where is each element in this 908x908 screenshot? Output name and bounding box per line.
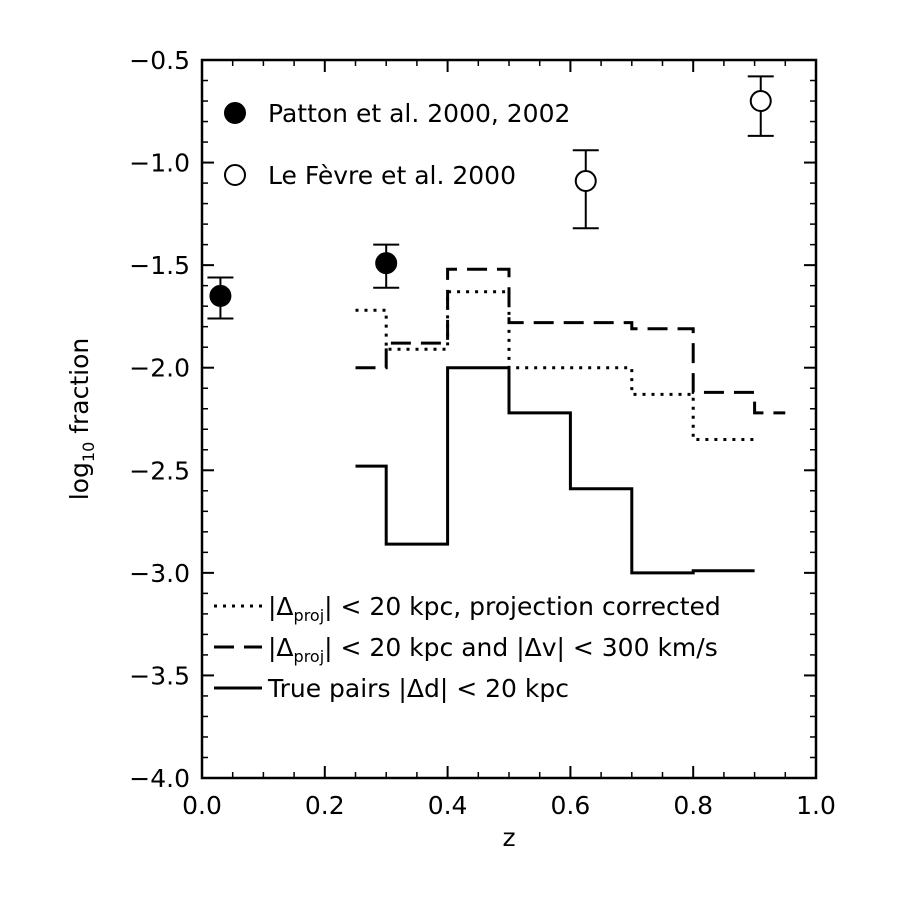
- data-point-filled: [375, 252, 398, 275]
- y-tick-label: −1.0: [129, 149, 190, 178]
- legend-label-dashed-post: | < 20 kpc and |Δv| < 300 km/s: [324, 633, 718, 662]
- x-tick-label: 0.4: [428, 791, 468, 820]
- series-dashed-line: [355, 267, 786, 415]
- legend-label-lefevre: Le Fèvre et al. 2000: [268, 161, 516, 190]
- x-tick-label: 1.0: [796, 791, 836, 820]
- legend-label-dotted-sub: proj: [294, 606, 325, 625]
- legend-points: Patton et al. 2000, 2002 Le Fèvre et al.…: [224, 99, 570, 190]
- x-axis-title: z: [502, 823, 515, 852]
- y-tick-label: −3.5: [129, 661, 190, 690]
- legend-marker-patton: [224, 102, 246, 124]
- y-axis-title-main: log: [65, 462, 94, 500]
- y-ticks: −0.5 −1.0 −1.5 −2.0 −2.5 −3.0 −3.5 −4.0: [129, 46, 816, 793]
- legend-label-solid: True pairs |Δd| < 20 kpc: [267, 674, 569, 703]
- legend-lines: |Δproj| < 20 kpc, projection corrected |…: [214, 592, 721, 703]
- x-tick-label: 0.0: [182, 791, 222, 820]
- legend-label-dashed-sub: proj: [294, 647, 325, 666]
- y-axis-title-sub: 10: [79, 442, 98, 462]
- legend-label-dotted-pre: |Δ: [268, 592, 294, 621]
- y-tick-label: −2.5: [129, 456, 190, 485]
- data-point-open: [749, 90, 772, 113]
- y-axis-title-rest: fraction: [65, 338, 94, 442]
- series-dotted-line: [355, 290, 755, 442]
- x-tick-label: 0.6: [551, 791, 591, 820]
- y-tick-label: −0.5: [129, 46, 190, 75]
- series-solid-line: [355, 366, 755, 575]
- legend-marker-lefevre: [224, 164, 246, 186]
- series-layer: [355, 267, 786, 575]
- y-tick-label: −3.0: [129, 559, 190, 588]
- x-tick-label: 0.2: [305, 791, 345, 820]
- legend-label-patton: Patton et al. 2000, 2002: [268, 99, 570, 128]
- y-tick-label: −1.5: [129, 251, 190, 280]
- y-axis-title: log10 fraction: [65, 338, 98, 500]
- legend-label-dashed: |Δproj| < 20 kpc and |Δv| < 300 km/s: [268, 633, 718, 666]
- y-tick-label: −4.0: [129, 764, 190, 793]
- legend-label-dotted-post: | < 20 kpc, projection corrected: [324, 592, 721, 621]
- data-point-filled: [209, 284, 232, 307]
- y-tick-label: −2.0: [129, 354, 190, 383]
- data-point-open: [574, 170, 597, 193]
- legend-label-dotted: |Δproj| < 20 kpc, projection corrected: [268, 592, 721, 625]
- legend-label-dashed-pre: |Δ: [268, 633, 294, 662]
- x-tick-label: 0.8: [673, 791, 713, 820]
- points-layer: [207, 75, 774, 320]
- x-ticks: 0.0 0.2 0.4 0.6 0.8 1.0: [182, 60, 836, 820]
